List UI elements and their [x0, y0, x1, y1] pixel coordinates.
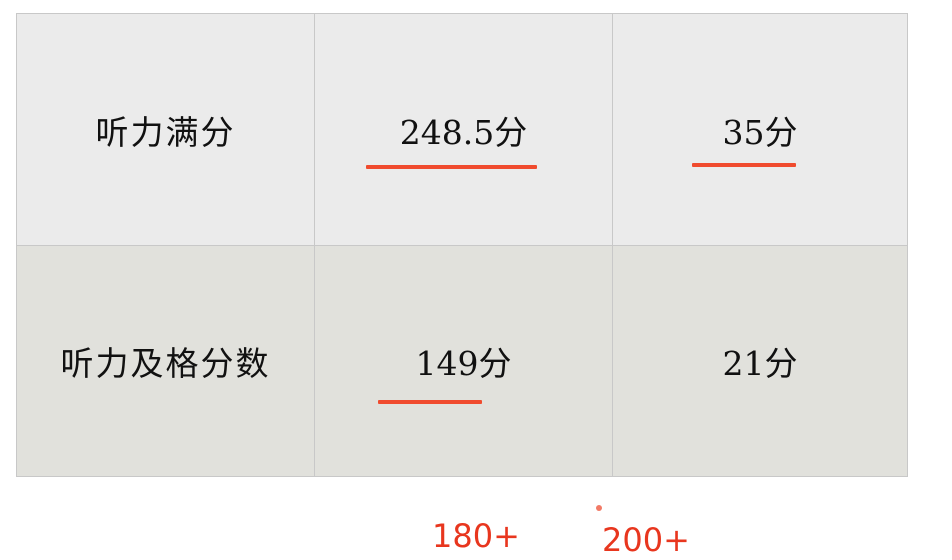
annotation-dot: [596, 505, 602, 511]
table-cell: 21分: [612, 246, 907, 476]
row-label: 听力满分: [95, 112, 236, 152]
underline-mark: [378, 400, 482, 404]
row-label: 听力及格分数: [60, 344, 271, 383]
table-row: 听力及格分数 149分 21分: [17, 245, 907, 476]
cell-value: 35分: [722, 112, 798, 152]
cell-value: 248.5分: [399, 112, 528, 152]
annotation-180-plus: 180+: [432, 517, 520, 555]
table-cell: 35分: [612, 14, 907, 245]
table-row: 听力满分 248.5分 35分: [17, 14, 907, 245]
cell-value: 149分: [415, 344, 512, 383]
annotation-200-plus: 200+: [602, 521, 690, 559]
cell-value: 21分: [722, 344, 798, 383]
underline-mark: [366, 165, 537, 169]
table-cell: 149分: [314, 246, 612, 476]
score-table: 听力满分 248.5分 35分 听力及格分数 149分 21分: [16, 13, 908, 477]
table-cell-label: 听力及格分数: [17, 246, 314, 476]
table-cell-label: 听力满分: [17, 14, 314, 245]
table-cell: 248.5分: [314, 14, 612, 245]
underline-mark: [692, 163, 796, 167]
